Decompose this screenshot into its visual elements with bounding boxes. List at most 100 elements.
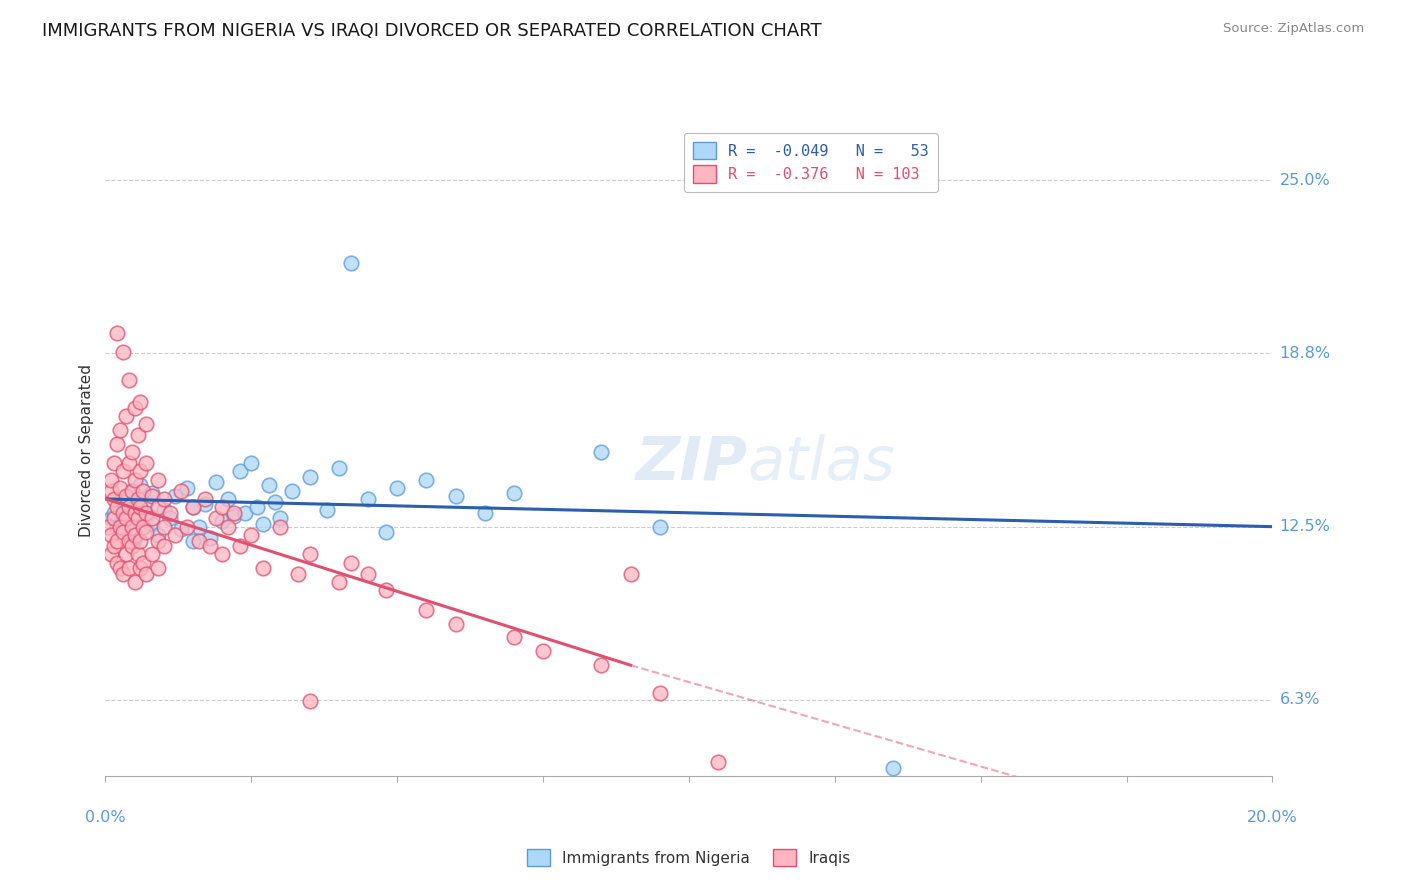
Point (502, 486, 524, 500)
Point (194, 498, 217, 512)
Point (217, 519, 239, 533)
Point (103, 491, 125, 506)
Point (222, 508, 245, 523)
Point (108, 500, 131, 515)
Point (121, 483, 143, 498)
Point (287, 566, 309, 581)
Point (474, 506, 496, 520)
Point (135, 417, 157, 431)
Text: 0.0%: 0.0% (86, 810, 125, 825)
Point (882, 761, 904, 775)
Point (100, 528, 122, 542)
Text: 20.0%: 20.0% (1247, 810, 1298, 825)
Point (531, 644, 554, 658)
Point (269, 511, 292, 525)
Point (181, 533, 204, 548)
Point (298, 470, 321, 484)
Point (108, 423, 131, 437)
Point (118, 561, 141, 575)
Point (135, 566, 157, 581)
Point (100, 473, 122, 487)
Point (240, 456, 263, 470)
Point (146, 473, 169, 487)
Point (127, 428, 149, 442)
Point (187, 519, 209, 533)
Y-axis label: Divorced or Separated: Divorced or Separated (79, 364, 94, 537)
Point (103, 456, 125, 470)
Point (105, 436, 128, 450)
Point (115, 489, 138, 503)
Point (108, 561, 131, 575)
Point (105, 533, 128, 548)
Point (181, 500, 204, 515)
Point (374, 525, 396, 540)
Point (124, 575, 146, 590)
Legend: Immigrants from Nigeria, Iraqis: Immigrants from Nigeria, Iraqis (522, 843, 856, 872)
Point (127, 511, 149, 525)
Point (222, 506, 245, 520)
Point (619, 566, 641, 581)
Point (129, 561, 152, 575)
Point (115, 547, 138, 561)
Point (118, 500, 141, 515)
Point (111, 525, 134, 540)
Point (100, 483, 122, 498)
Point (298, 694, 321, 708)
Point (235, 506, 257, 520)
Point (205, 511, 228, 525)
Point (269, 519, 292, 533)
Text: Source: ZipAtlas.com: Source: ZipAtlas.com (1223, 22, 1364, 36)
Point (194, 491, 217, 506)
Point (176, 519, 198, 533)
Point (105, 326, 128, 340)
Text: 25.0%: 25.0% (1279, 173, 1330, 188)
Point (415, 603, 437, 617)
Point (170, 523, 193, 537)
Point (105, 556, 128, 570)
Point (152, 491, 174, 506)
Point (211, 500, 233, 515)
Point (129, 533, 152, 548)
Point (129, 395, 152, 409)
Point (187, 533, 209, 548)
Point (146, 533, 169, 548)
Point (129, 478, 152, 492)
Point (648, 519, 671, 533)
Point (108, 519, 131, 533)
Point (121, 539, 143, 553)
Point (121, 483, 143, 498)
Point (328, 575, 350, 590)
Point (591, 658, 613, 673)
Point (165, 489, 187, 503)
Point (444, 489, 467, 503)
Point (135, 508, 157, 523)
Point (108, 481, 131, 495)
Point (146, 528, 169, 542)
Point (252, 561, 274, 575)
Point (415, 473, 437, 487)
Point (152, 519, 174, 533)
Point (211, 514, 233, 528)
Point (100, 547, 122, 561)
Point (146, 500, 169, 515)
Point (298, 547, 321, 561)
Point (132, 519, 155, 533)
Point (111, 514, 134, 528)
Point (159, 511, 181, 525)
Point (211, 547, 233, 561)
Point (328, 461, 350, 475)
Point (228, 464, 250, 478)
Point (205, 475, 228, 490)
Point (316, 503, 339, 517)
Point (124, 401, 146, 415)
Point (111, 464, 134, 478)
Point (591, 445, 613, 459)
Point (165, 528, 187, 542)
Point (135, 506, 157, 520)
Point (129, 464, 152, 478)
Point (141, 511, 163, 525)
Point (115, 511, 138, 525)
Point (121, 519, 143, 533)
Point (111, 345, 134, 359)
Point (374, 583, 396, 598)
